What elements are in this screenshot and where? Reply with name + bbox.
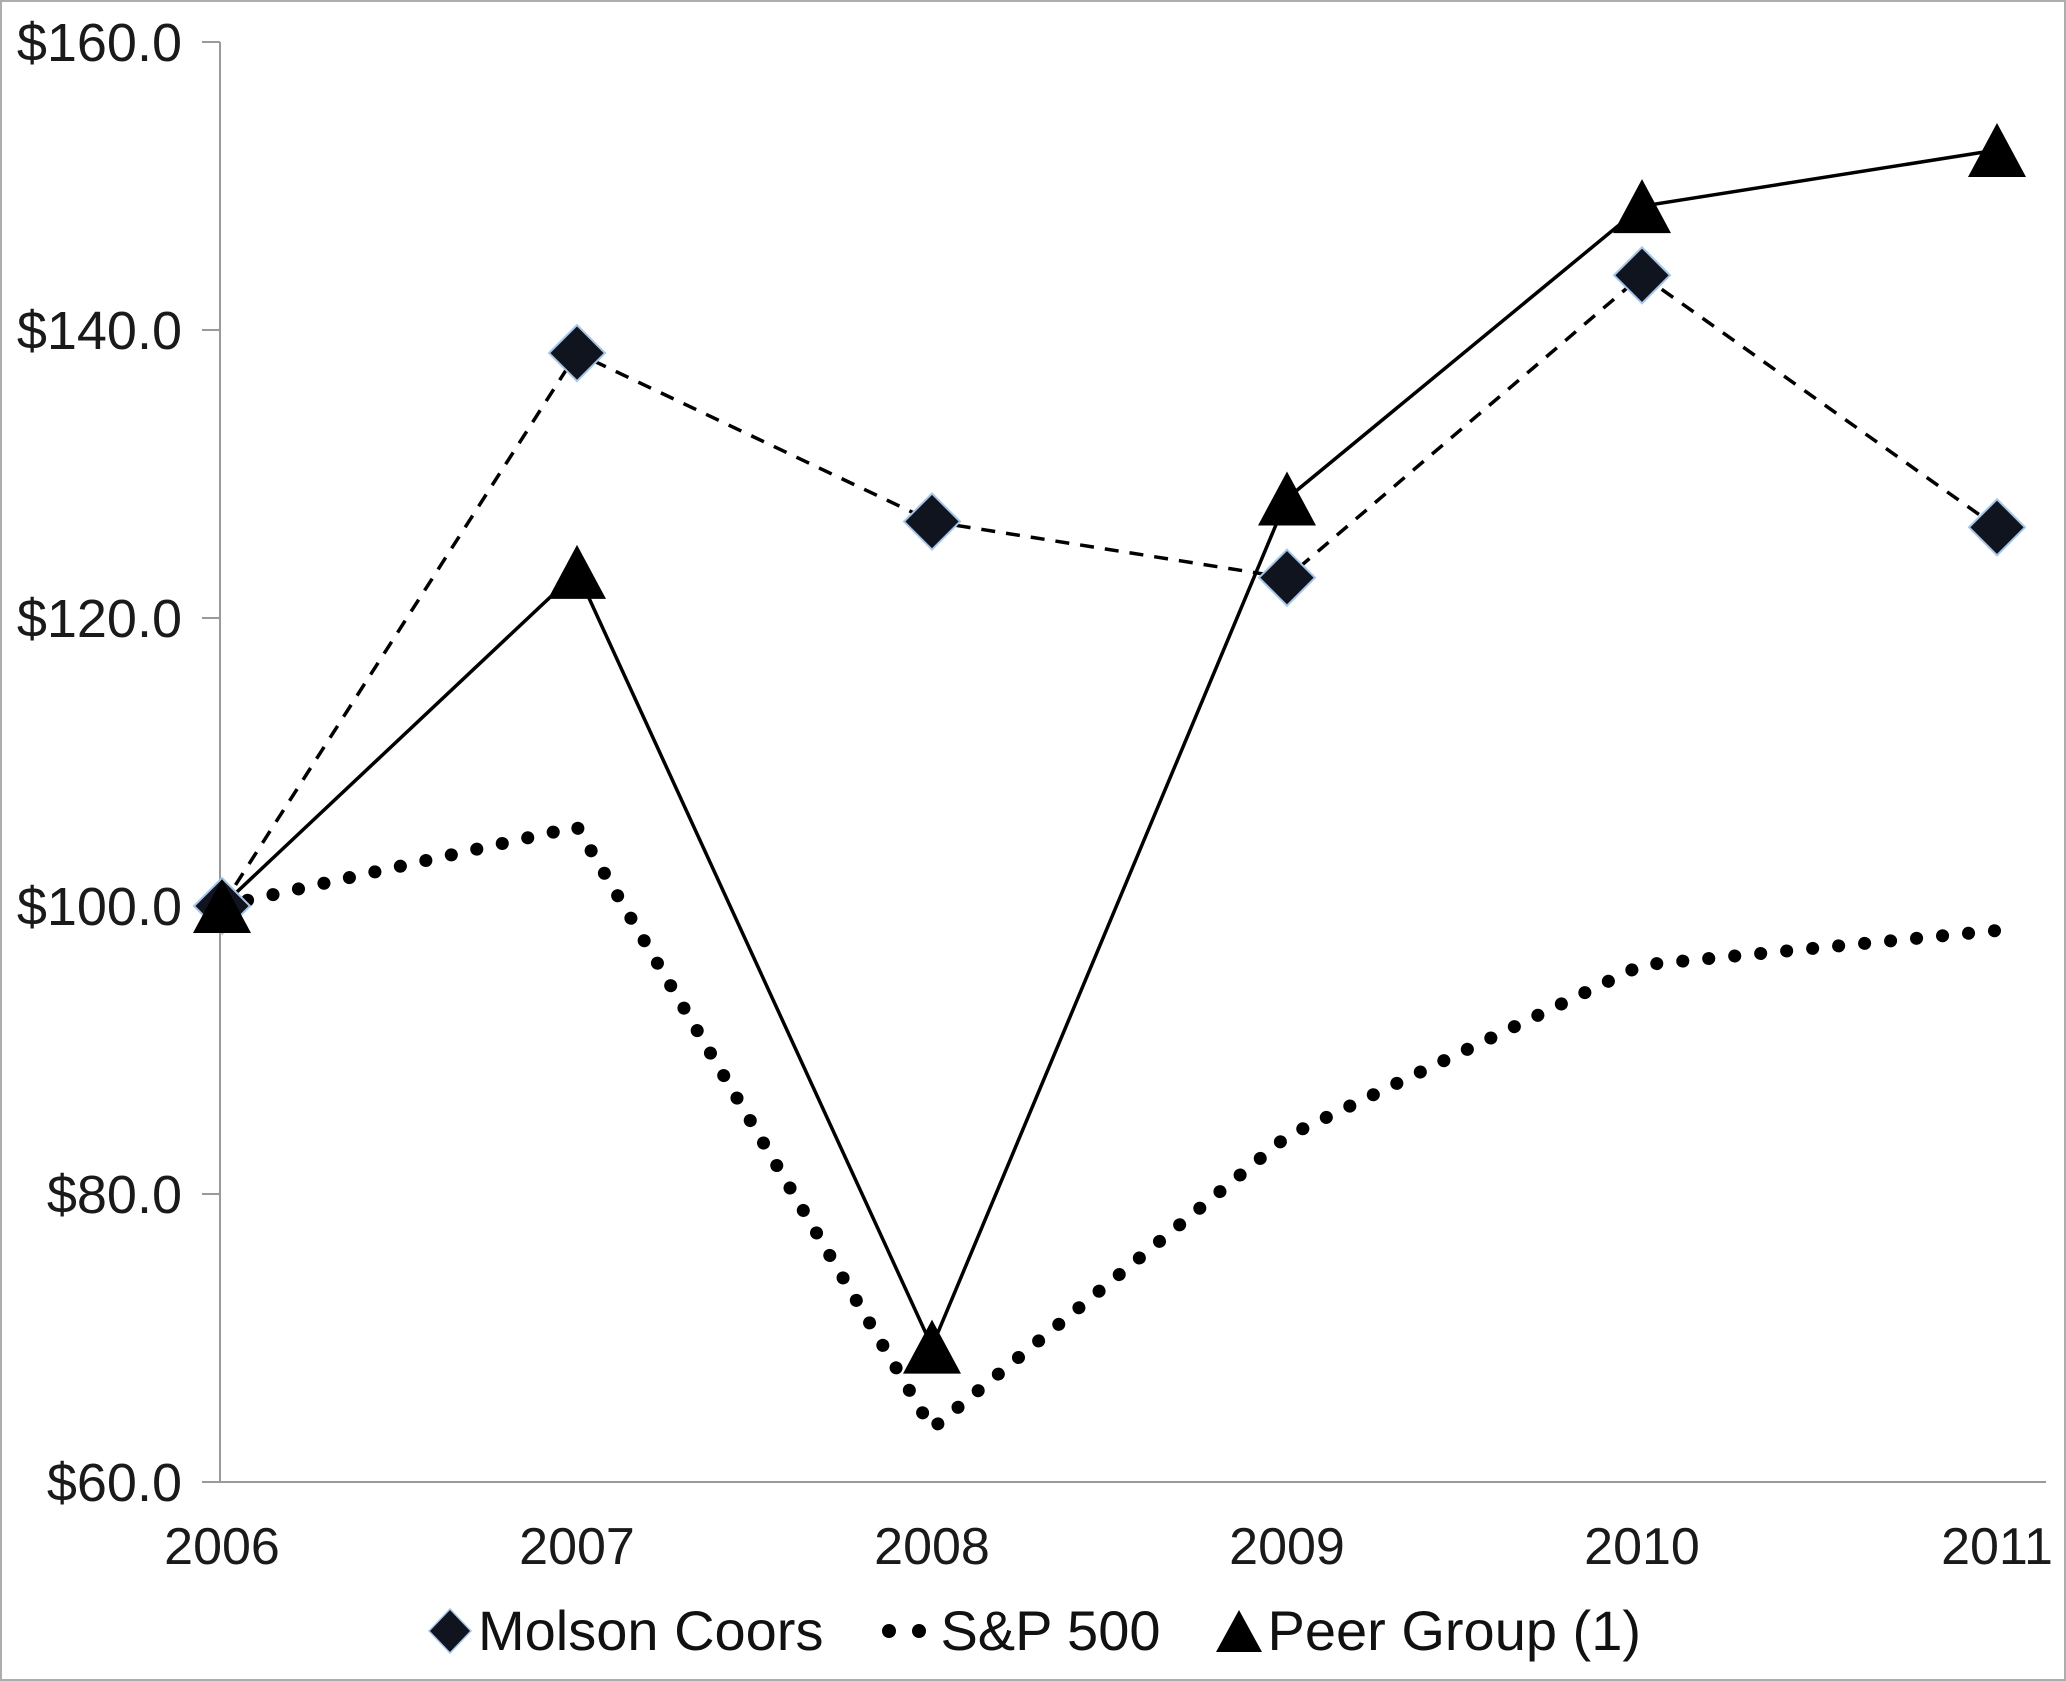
triangle-marker-icon: [1215, 1609, 1262, 1652]
y-tick-label: $140.0: [17, 301, 182, 361]
data-point-triangle: [1613, 179, 1671, 234]
legend-item-molson-coors: Molson Coors: [425, 1598, 823, 1663]
data-point-diamond: [1257, 548, 1317, 608]
data-point-triangle: [1258, 471, 1316, 526]
series-line-diamond: [220, 273, 1999, 907]
legend-item-peer-group: Peer Group (1): [1213, 1598, 1642, 1663]
legend-label-peer-group: Peer Group (1): [1267, 1599, 1642, 1662]
x-tick-label: 2011: [1941, 1518, 2053, 1576]
x-tick-label: 2010: [1584, 1518, 1700, 1576]
diamond-marker-icon: [427, 1607, 473, 1654]
y-tick-label: $120.0: [17, 589, 182, 649]
data-point-diamond: [1612, 245, 1672, 305]
chart-legend: Molson Coors S&P 500 Peer Group (1): [2, 1598, 2064, 1663]
data-point-diamond: [902, 492, 962, 551]
legend-label-molson-coors: Molson Coors: [477, 1599, 824, 1662]
y-tick-label: $80.0: [47, 1165, 182, 1225]
y-tick-label: $100.0: [17, 877, 182, 937]
series-line-dot: [215, 819, 2004, 1439]
data-point-diamond: [547, 323, 607, 383]
x-tick-label: 2009: [1229, 1518, 1345, 1576]
legend-label-sp500: S&P 500: [940, 1599, 1161, 1662]
data-point-triangle: [903, 1319, 961, 1374]
data-point-triangle: [548, 544, 606, 599]
data-point-diamond: [1967, 497, 2027, 557]
x-tick-label: 2008: [874, 1518, 990, 1576]
series-line-triangle: [220, 148, 1998, 1351]
x-tick-label: 2006: [164, 1518, 280, 1576]
x-tick-label: 2007: [519, 1518, 635, 1576]
legend-item-sp500: S&P 500: [875, 1598, 1161, 1663]
data-point-triangle: [193, 879, 251, 933]
data-point-triangle: [1968, 123, 2026, 177]
y-tick-label: $60.0: [47, 1453, 182, 1513]
y-tick-label: $160.0: [17, 13, 182, 73]
dot-marker-icon: [882, 1623, 927, 1638]
